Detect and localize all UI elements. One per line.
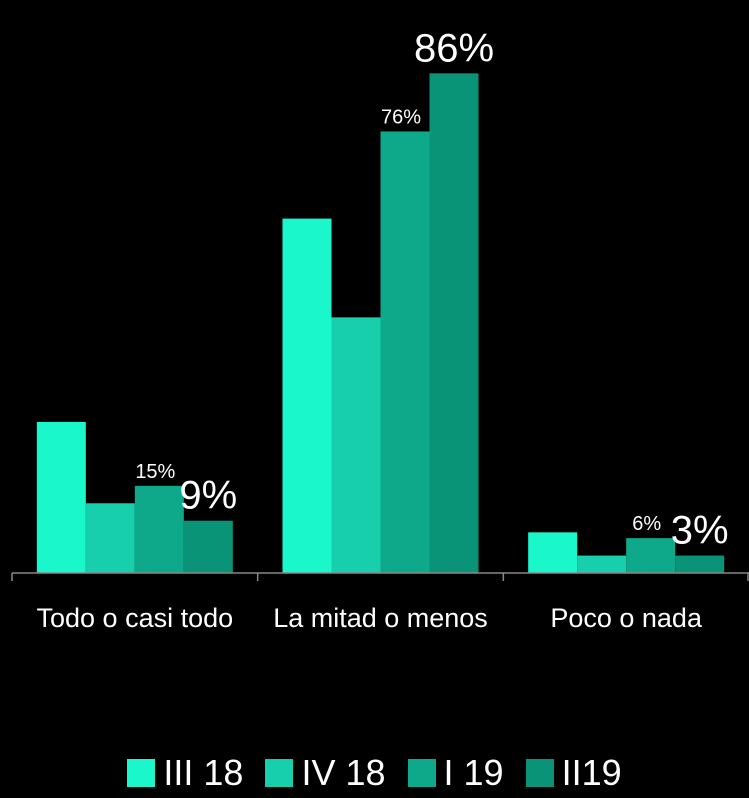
legend-label: I 19 <box>443 752 504 793</box>
value-label: 76% <box>381 106 421 128</box>
bar <box>85 503 135 573</box>
legend-item: III 18 <box>127 752 243 794</box>
bar <box>429 73 479 573</box>
value-label: 9% <box>179 474 237 518</box>
value-label: 86% <box>414 26 494 70</box>
legend-swatch <box>265 759 294 787</box>
legend-item: II19 <box>525 752 622 794</box>
x-tick-label: La mitad o menos <box>273 603 488 633</box>
x-tick-label: Todo o casi todo <box>36 603 234 633</box>
bar <box>36 421 86 573</box>
bar <box>675 555 725 573</box>
value-label: 15% <box>135 461 175 483</box>
bar <box>577 555 627 573</box>
bar <box>380 131 430 573</box>
legend-label: IV 18 <box>301 752 386 793</box>
x-tick-label: Poco o nada <box>550 603 702 633</box>
legend-swatch <box>525 759 554 787</box>
bar <box>626 538 676 573</box>
legend-label: II19 <box>561 752 622 793</box>
value-label: 3% <box>671 509 729 553</box>
bar <box>331 317 381 573</box>
bar <box>528 532 578 573</box>
legend-item: I 19 <box>407 752 504 794</box>
legend-swatch <box>127 759 156 787</box>
value-label: 6% <box>632 513 661 535</box>
legend-label: III 18 <box>163 752 244 793</box>
legend-swatch <box>407 759 436 787</box>
bar <box>183 520 233 573</box>
bar <box>134 485 184 573</box>
legend-item: IV 18 <box>265 752 386 794</box>
legend: III 18 IV 18 I 19 II19 <box>0 752 749 794</box>
bar <box>282 218 332 573</box>
